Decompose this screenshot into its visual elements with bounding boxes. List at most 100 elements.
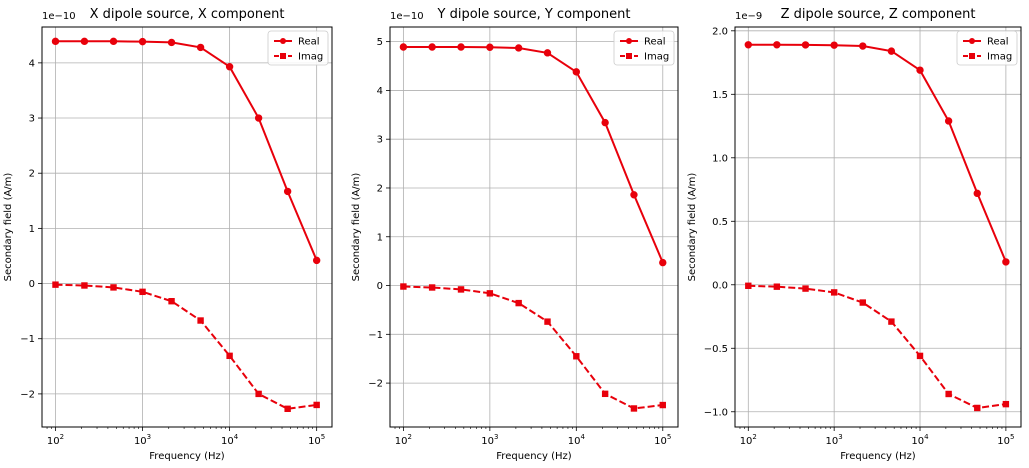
- y-tick-label: 2: [377, 183, 383, 194]
- subplot-x-dipole: 102 103 104 105 −2 −1 0 1 2 3 4 X dipole source, X…: [3, 7, 333, 462]
- data-point-real: [486, 43, 494, 51]
- x-tick-label: 103: [481, 433, 498, 447]
- series-line-imag: [403, 285, 663, 410]
- data-point-real: [801, 41, 810, 49]
- y-tick-label: 1.0: [712, 153, 728, 164]
- data-point-real: [744, 41, 752, 49]
- x-tick-label: 105: [654, 433, 671, 447]
- data-point-real: [572, 68, 581, 76]
- data-point-real: [167, 38, 176, 47]
- legend: Real Imag: [267, 30, 329, 66]
- y-offset-label: 1e−10: [390, 11, 424, 22]
- legend-swatch-marker: [969, 53, 975, 59]
- data-point-imag: [139, 288, 146, 296]
- x-tick-label: 104: [911, 433, 929, 447]
- data-point-imag: [916, 352, 924, 360]
- data-point-imag: [226, 352, 233, 360]
- axes-frame: [734, 26, 1022, 428]
- x-tick-label: 104: [568, 433, 586, 447]
- marks-layer: [399, 43, 667, 412]
- legend-label-real: Real: [644, 37, 666, 48]
- legend-swatch-marker: [280, 38, 286, 44]
- y-tick-label: −0.5: [704, 344, 728, 355]
- data-point-real: [630, 191, 638, 199]
- data-point-real: [428, 43, 436, 51]
- data-point-real: [773, 41, 781, 49]
- data-point-real: [51, 37, 60, 46]
- data-point-real: [225, 63, 234, 71]
- x-tick-label: 105: [997, 433, 1014, 447]
- legend: Real Imag: [956, 30, 1018, 66]
- data-point-real: [601, 118, 609, 127]
- y-tick-label: 1.5: [712, 90, 728, 101]
- y-axis-label: Secondary field (A/m): [687, 173, 698, 282]
- series-line-real: [55, 40, 318, 261]
- y-tick-label: −2: [368, 379, 383, 390]
- x-axis-label: Frequency (Hz): [496, 451, 572, 462]
- data-point-real: [887, 47, 896, 55]
- y-offset-label: 1e−9: [735, 11, 762, 22]
- x-tick-label: 102: [740, 433, 757, 447]
- series-line-real: [403, 46, 664, 263]
- series-line-imag: [55, 283, 317, 410]
- x-tick-label: 103: [826, 433, 843, 447]
- axes-frame: [41, 26, 333, 428]
- subplot-y-dipole: 102 103 104 105 −2 −1 0 1 2 3 4 5 Y dipole source, …: [351, 7, 679, 462]
- data-point-imag: [255, 390, 262, 398]
- ticks-layer: 102 103 104 105 −2 −1 0 1 2 3 4 5: [368, 37, 671, 447]
- y-tick-label: 1: [377, 232, 383, 243]
- y-tick-label: −2: [20, 389, 35, 400]
- data-point-imag: [544, 318, 551, 325]
- data-point-imag: [773, 283, 781, 290]
- data-point-imag: [945, 390, 952, 398]
- subplot-z-dipole: 102 103 104 105 −1.0 −0.5 0.0 0.5 1.0 1.5 2.0 Z di…: [687, 7, 1022, 462]
- x-tick-label: 102: [395, 433, 412, 447]
- data-point-real: [254, 114, 263, 122]
- legend-label-imag: Imag: [987, 52, 1012, 63]
- y-tick-label: 0: [377, 281, 383, 292]
- y-tick-label: 3: [377, 135, 383, 146]
- data-point-real: [659, 258, 667, 267]
- y-tick-label: 0.0: [712, 280, 728, 291]
- x-tick-label: 103: [134, 433, 151, 447]
- legend-swatch-marker: [626, 38, 632, 44]
- data-point-real: [1002, 258, 1010, 266]
- data-point-real: [457, 43, 465, 51]
- y-tick-label: 4: [377, 86, 383, 97]
- y-axis-label: Secondary field (A/m): [3, 173, 14, 282]
- legend-label-imag: Imag: [644, 52, 669, 63]
- x-tick-label: 104: [221, 433, 239, 447]
- chart-title: Z dipole source, Z component: [781, 7, 976, 22]
- ticks-layer: 102 103 104 105 −2 −1 0 1 2 3 4: [20, 58, 325, 447]
- legend: Real Imag: [613, 30, 675, 66]
- x-axis-label: Frequency (Hz): [840, 451, 916, 462]
- data-point-real: [514, 44, 523, 52]
- y-tick-label: 1: [29, 224, 35, 235]
- data-point-imag: [515, 299, 522, 307]
- data-point-imag: [859, 299, 866, 306]
- data-point-imag: [457, 286, 465, 293]
- chart-title: X dipole source, X component: [90, 7, 285, 22]
- data-point-real: [109, 37, 118, 46]
- y-offset-label: 1e−10: [42, 11, 76, 22]
- data-point-real: [312, 256, 321, 265]
- y-tick-label: 4: [29, 58, 35, 69]
- data-point-imag: [888, 318, 895, 325]
- axes-frame: [389, 26, 679, 428]
- data-point-imag: [400, 283, 407, 290]
- y-tick-label: 0.5: [712, 217, 728, 228]
- data-point-real: [944, 117, 953, 125]
- data-point-imag: [110, 284, 117, 291]
- data-point-imag: [486, 290, 494, 297]
- data-point-real: [138, 37, 147, 46]
- data-point-imag: [168, 298, 175, 305]
- data-point-imag: [428, 284, 436, 291]
- marks-layer: [744, 41, 1010, 412]
- data-point-real: [196, 43, 205, 52]
- legend-swatch-marker: [280, 53, 286, 59]
- data-point-imag: [1002, 400, 1010, 408]
- data-point-imag: [313, 401, 320, 409]
- legend-label-real: Real: [987, 37, 1009, 48]
